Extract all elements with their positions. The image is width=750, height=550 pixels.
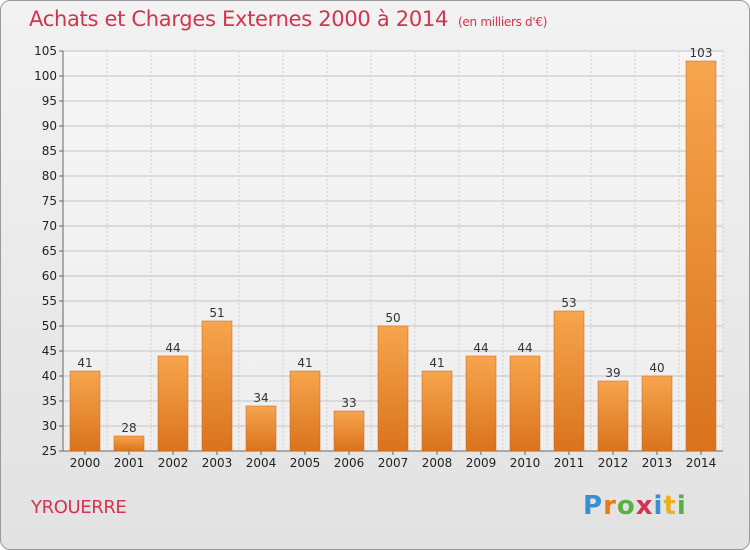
x-tick-label-2014: 2014 (686, 456, 717, 470)
bar-2003 (201, 320, 233, 452)
bar-2010 (509, 355, 541, 452)
value-label-2007: 50 (385, 311, 400, 325)
value-label-2004: 34 (253, 391, 268, 405)
x-tick-label-2000: 2000 (70, 456, 101, 470)
value-label-2010: 44 (517, 341, 532, 355)
x-tick-label-2013: 2013 (642, 456, 673, 470)
value-label-2000: 41 (77, 356, 92, 370)
value-label-2001: 28 (121, 421, 136, 435)
bar-2001 (113, 435, 145, 452)
logo-letter: P (583, 491, 604, 521)
y-tick-label: 45 (42, 344, 57, 358)
y-tick-label: 100 (34, 69, 57, 83)
x-tick-label-2006: 2006 (334, 456, 365, 470)
y-tick-label: 25 (42, 444, 57, 458)
y-tick-label: 90 (42, 119, 57, 133)
bar-2002 (157, 355, 189, 452)
y-tick-label: 80 (42, 169, 57, 183)
bar-2007 (377, 325, 409, 452)
value-label-2005: 41 (297, 356, 312, 370)
value-label-2013: 40 (649, 361, 664, 375)
value-label-2006: 33 (341, 396, 356, 410)
value-label-2011: 53 (561, 296, 576, 310)
y-tick-label: 85 (42, 144, 57, 158)
logo-letter: x (635, 491, 654, 521)
value-label-2014: 103 (690, 46, 713, 60)
x-tick-label-2002: 2002 (158, 456, 189, 470)
x-tick-label-2001: 2001 (114, 456, 145, 470)
x-tick-label-2003: 2003 (202, 456, 233, 470)
y-tick-label: 70 (42, 219, 57, 233)
x-tick-label-2007: 2007 (378, 456, 409, 470)
value-label-2008: 41 (429, 356, 444, 370)
y-tick-label: 30 (42, 419, 57, 433)
y-tick-label: 105 (34, 44, 57, 58)
bar-2006 (333, 410, 365, 452)
x-tick-label-2008: 2008 (422, 456, 453, 470)
x-tick-label-2012: 2012 (598, 456, 629, 470)
logo-letter: i (676, 491, 687, 521)
value-label-2009: 44 (473, 341, 488, 355)
bar-2011 (553, 310, 585, 452)
x-tick-label-2009: 2009 (466, 456, 497, 470)
commune-name: YROUERRE (31, 497, 127, 518)
value-label-2012: 39 (605, 366, 620, 380)
x-tick-label-2011: 2011 (554, 456, 585, 470)
x-tick-label-2004: 2004 (246, 456, 277, 470)
bar-2004 (245, 405, 277, 452)
bar-2000 (69, 370, 101, 452)
y-tick-label: 65 (42, 244, 57, 258)
logo-letter: o (616, 491, 636, 521)
bar-2014 (685, 60, 717, 452)
x-tick-label-2010: 2010 (510, 456, 541, 470)
y-tick-label: 35 (42, 394, 57, 408)
y-tick-label: 50 (42, 319, 57, 333)
bar-2013 (641, 375, 673, 452)
bar-2009 (465, 355, 497, 452)
logo-letter: r (603, 491, 617, 521)
title-text: Achats et Charges Externes 2000 à 2014 (29, 7, 449, 31)
bar-2008 (421, 370, 453, 452)
proxiti-logo: Proxiti (583, 491, 687, 521)
y-tick-label: 75 (42, 194, 57, 208)
x-tick-label-2005: 2005 (290, 456, 321, 470)
bar-2005 (289, 370, 321, 452)
y-tick-label: 95 (42, 94, 57, 108)
logo-letter: i (653, 491, 664, 521)
bar-2012 (597, 380, 629, 452)
chart-title: Achats et Charges Externes 2000 à 2014 (e… (29, 7, 547, 31)
logo-letter: t (663, 491, 677, 521)
value-label-2003: 51 (209, 306, 224, 320)
unit-note: (en milliers d'€) (458, 15, 548, 29)
y-tick-label: 55 (42, 294, 57, 308)
value-label-2002: 44 (165, 341, 180, 355)
y-tick-label: 40 (42, 369, 57, 383)
y-tick-label: 60 (42, 269, 57, 283)
